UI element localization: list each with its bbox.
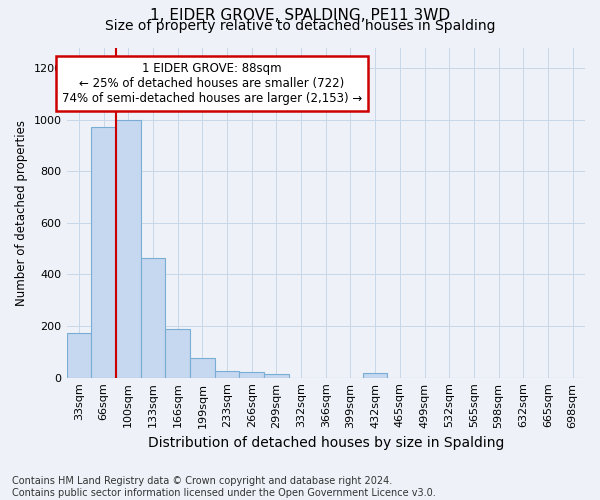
Bar — [91, 128, 116, 378]
Bar — [116, 120, 140, 378]
Bar — [264, 374, 289, 378]
Bar — [215, 371, 239, 378]
Bar — [165, 328, 190, 378]
X-axis label: Distribution of detached houses by size in Spalding: Distribution of detached houses by size … — [148, 436, 504, 450]
Bar — [363, 373, 388, 378]
Bar — [140, 258, 165, 378]
Bar — [67, 332, 91, 378]
Bar — [239, 372, 264, 378]
Bar — [190, 358, 215, 378]
Y-axis label: Number of detached properties: Number of detached properties — [15, 120, 28, 306]
Text: Contains HM Land Registry data © Crown copyright and database right 2024.
Contai: Contains HM Land Registry data © Crown c… — [12, 476, 436, 498]
Text: 1, EIDER GROVE, SPALDING, PE11 3WD: 1, EIDER GROVE, SPALDING, PE11 3WD — [150, 8, 450, 22]
Text: Size of property relative to detached houses in Spalding: Size of property relative to detached ho… — [105, 19, 495, 33]
Text: 1 EIDER GROVE: 88sqm
← 25% of detached houses are smaller (722)
74% of semi-deta: 1 EIDER GROVE: 88sqm ← 25% of detached h… — [62, 62, 362, 106]
